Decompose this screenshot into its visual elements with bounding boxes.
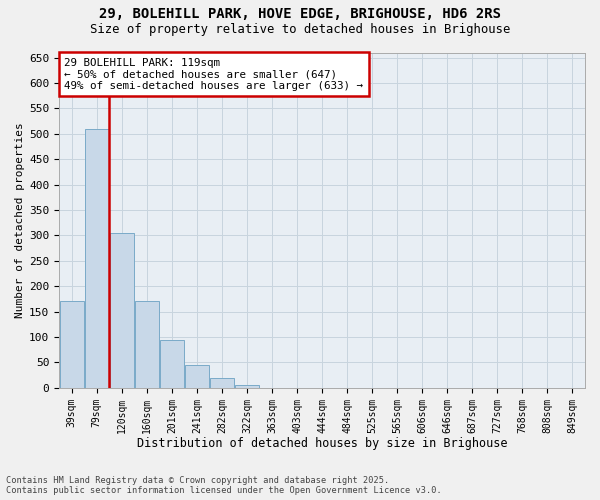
Text: 29, BOLEHILL PARK, HOVE EDGE, BRIGHOUSE, HD6 2RS: 29, BOLEHILL PARK, HOVE EDGE, BRIGHOUSE,… bbox=[99, 8, 501, 22]
Text: Size of property relative to detached houses in Brighouse: Size of property relative to detached ho… bbox=[90, 22, 510, 36]
Bar bbox=[85, 128, 109, 388]
Bar bbox=[160, 340, 184, 388]
Text: 29 BOLEHILL PARK: 119sqm
← 50% of detached houses are smaller (647)
49% of semi-: 29 BOLEHILL PARK: 119sqm ← 50% of detach… bbox=[64, 58, 364, 90]
Bar bbox=[235, 386, 259, 388]
Bar bbox=[210, 378, 234, 388]
Bar bbox=[60, 302, 83, 388]
X-axis label: Distribution of detached houses by size in Brighouse: Distribution of detached houses by size … bbox=[137, 437, 508, 450]
Text: Contains HM Land Registry data © Crown copyright and database right 2025.
Contai: Contains HM Land Registry data © Crown c… bbox=[6, 476, 442, 495]
Bar bbox=[135, 302, 158, 388]
Bar bbox=[185, 365, 209, 388]
Bar bbox=[110, 233, 134, 388]
Y-axis label: Number of detached properties: Number of detached properties bbox=[15, 122, 25, 318]
